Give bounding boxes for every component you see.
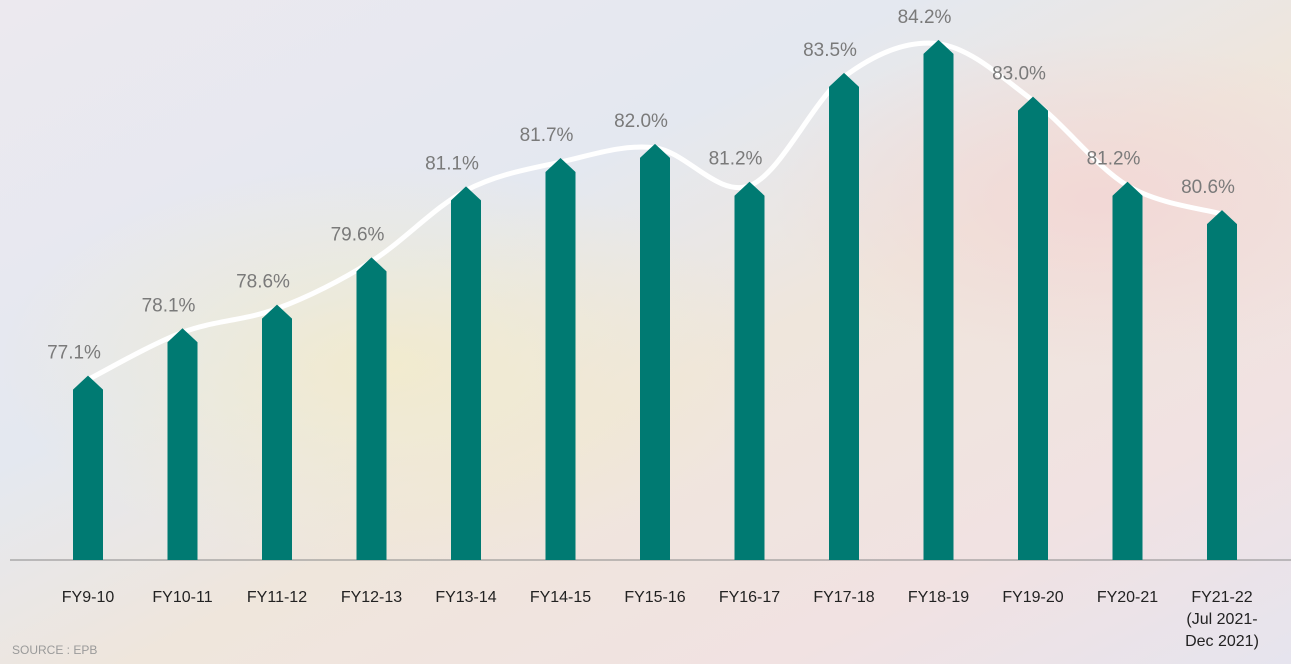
x-tick-label: FY18-19 (908, 589, 969, 606)
data-label: 77.1% (47, 343, 101, 364)
x-tick-label: FY15-16 (624, 589, 685, 606)
bar (1018, 96, 1048, 561)
x-tick-label: FY11-12 (247, 589, 307, 606)
x-tick-label-line: FY21-22 (1191, 589, 1252, 606)
x-tick-label: FY19-20 (1002, 589, 1063, 606)
data-label: 83.0% (992, 64, 1046, 85)
data-label: 81.1% (425, 153, 479, 174)
data-label: 78.1% (142, 295, 196, 316)
x-tick-label: FY17-18 (813, 589, 874, 606)
bar (829, 72, 859, 561)
data-label: 82.0% (614, 111, 668, 132)
data-label: 81.7% (520, 125, 574, 146)
source-note: SOURCE : EPB (12, 643, 97, 657)
x-tick-label: FY20-21 (1097, 589, 1158, 606)
data-label: 81.2% (1087, 149, 1141, 170)
bar (1112, 181, 1143, 560)
x-tick-label: FY9-10 (62, 589, 115, 606)
bar (167, 328, 198, 560)
bar (734, 181, 765, 560)
data-label: 79.6% (331, 224, 385, 245)
x-tick-label: FY21-22 (Jul 2021- Dec 2021) (1185, 589, 1259, 650)
bar (356, 257, 387, 560)
x-tick-label: FY10-11 (152, 589, 212, 606)
data-label: 83.5% (803, 40, 857, 61)
x-tick-label: FY14-15 (530, 589, 591, 606)
data-label: 78.6% (236, 272, 290, 293)
x-tick-label: FY13-14 (435, 589, 496, 606)
x-tick-label-line: (Jul 2021- (1186, 611, 1257, 628)
bar (262, 304, 292, 560)
bar (451, 186, 481, 561)
bar (73, 375, 103, 560)
data-label: 84.2% (898, 7, 952, 28)
x-tick-label: FY16-17 (719, 589, 780, 606)
bar (923, 39, 954, 561)
x-tick-label-line: Dec 2021) (1185, 633, 1259, 650)
bar (545, 158, 576, 560)
bar (640, 143, 670, 560)
x-tick-label: FY12-13 (341, 589, 402, 606)
bar (1207, 210, 1237, 560)
data-label: 80.6% (1181, 177, 1235, 198)
data-label: 81.2% (709, 149, 763, 170)
